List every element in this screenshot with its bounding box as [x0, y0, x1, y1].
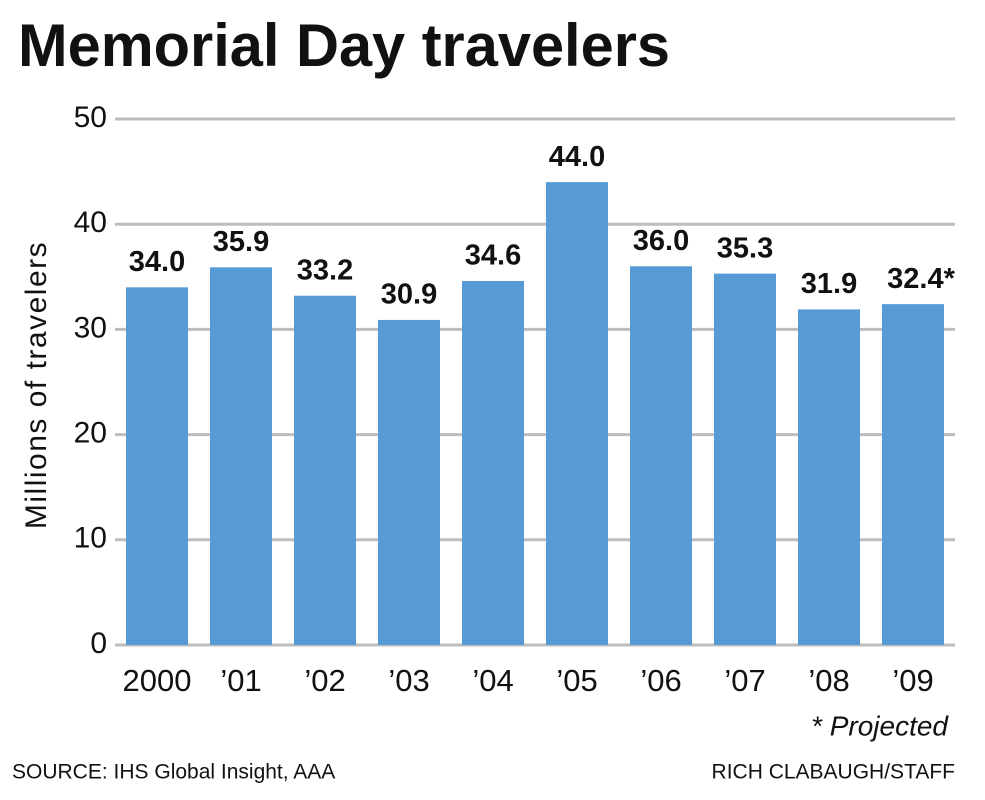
value-label: 36.0 [633, 225, 689, 257]
bar [714, 273, 776, 645]
x-tick-label: 2000 [123, 663, 192, 698]
chart-title: Memorial Day travelers [18, 12, 670, 79]
y-tick-label: 10 [74, 522, 107, 555]
x-tick-label: ’04 [472, 663, 513, 698]
y-tick-label: 40 [74, 206, 107, 239]
bar [378, 319, 440, 645]
value-label: 44.0 [549, 141, 605, 173]
bar [630, 266, 692, 645]
x-tick-label: ’07 [724, 663, 765, 698]
x-tick-label: ’05 [556, 663, 597, 698]
bar [882, 304, 944, 645]
x-tick-label: ’08 [808, 663, 849, 698]
bar [210, 267, 272, 645]
value-label: 30.9 [381, 279, 437, 311]
x-tick-label: ’06 [640, 663, 681, 698]
y-axis-label: Millions of travelers [20, 241, 53, 529]
y-tick-label: 20 [74, 417, 107, 450]
value-label: 34.6 [465, 240, 521, 272]
value-label: 33.2 [297, 254, 353, 286]
value-label: 34.0 [129, 246, 185, 278]
bar [126, 287, 188, 645]
y-tick-label: 30 [74, 311, 107, 344]
value-label: 35.9 [213, 226, 269, 258]
value-label: 32.4* [887, 263, 955, 295]
bar [546, 182, 608, 645]
annotation: * Projected [811, 710, 949, 741]
value-label: 35.3 [717, 232, 773, 264]
x-tick-label: ’03 [388, 663, 429, 698]
y-tick-label: 50 [74, 101, 107, 134]
x-tick-label: ’09 [892, 663, 933, 698]
bar [798, 309, 860, 645]
x-tick-label: ’02 [304, 663, 345, 698]
y-tick-label: 0 [90, 627, 107, 660]
credit: RICH CLABAUGH/STAFF [712, 761, 955, 784]
x-tick-label: ’01 [220, 663, 261, 698]
source: SOURCE: IHS Global Insight, AAA [12, 761, 335, 784]
bar [294, 295, 356, 645]
value-label: 31.9 [801, 268, 857, 300]
bar [462, 281, 524, 645]
